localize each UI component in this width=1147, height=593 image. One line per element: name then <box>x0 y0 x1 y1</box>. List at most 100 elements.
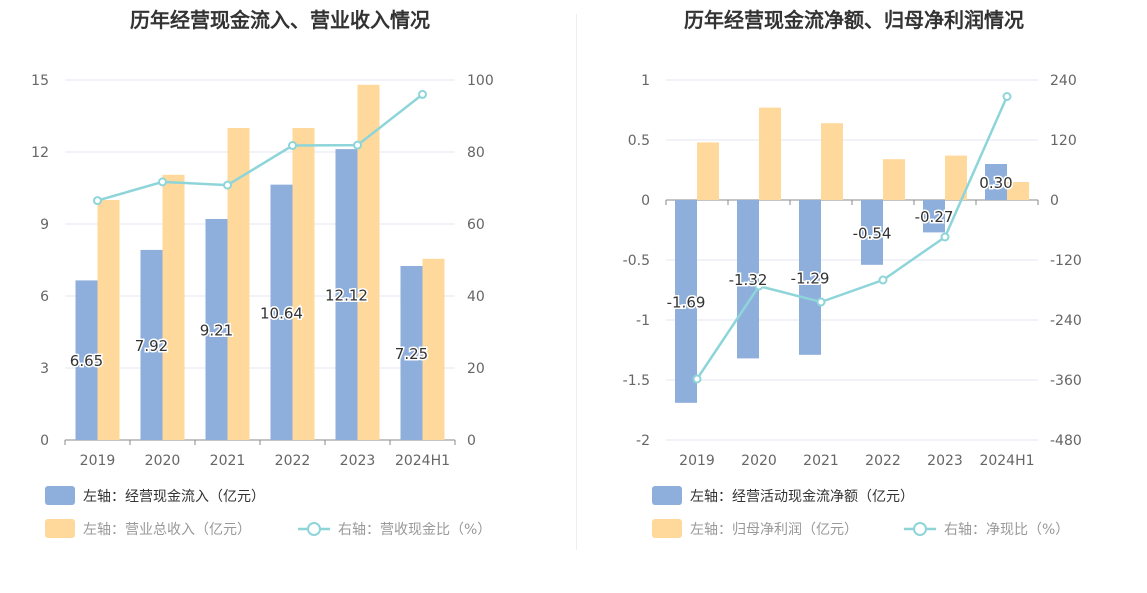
bar-cash-flow <box>923 200 945 233</box>
y-left-tick-label: 15 <box>31 73 49 89</box>
y-right-tick-label: 0 <box>1050 193 1059 209</box>
left-chart-svg: 15 100 12 80 9 60 6 40 3 20 0 0 2019 2020 2021 2022 2023… <box>31 73 494 538</box>
bar-revenue-profit <box>357 84 380 441</box>
y-left-tick-label: 0 <box>40 433 49 449</box>
legend-label-line: 右轴：净现比（%） <box>944 522 1069 538</box>
bar-revenue-profit <box>1007 182 1029 200</box>
ratio-point <box>692 374 702 384</box>
bar-cash-flow <box>675 200 697 403</box>
ratio-point <box>940 232 950 242</box>
legend-swatch-blue <box>45 486 75 505</box>
y-right-tick-label: -360 <box>1050 373 1082 389</box>
ratio-point <box>754 281 764 291</box>
legend-label-line: 右轴：营收现金比（%） <box>338 522 491 538</box>
bar-revenue-profit <box>97 200 120 440</box>
y-right-tick-label: 80 <box>467 145 485 161</box>
data-label: 0.30 <box>979 174 1012 192</box>
y-right-tick-label: 0 <box>467 433 476 449</box>
y-right-tick-label: 100 <box>467 73 494 89</box>
x-tick-label: 2022 <box>865 453 901 469</box>
right-chart-svg: 1 240 0.5 120 0 0 -0.5 -120 -1 -240 -1.5 -360 -2 -480… <box>623 73 1082 538</box>
bar-cash-flow <box>270 184 293 440</box>
legend-swatch-line-marker <box>307 522 321 536</box>
ratio-point <box>223 180 232 190</box>
bar-revenue-profit <box>883 159 905 200</box>
ratio-point <box>288 141 297 151</box>
x-tick-label: 2020 <box>741 453 777 469</box>
x-tick-label: 2020 <box>145 453 181 469</box>
y-right-tick-label: -480 <box>1050 433 1082 449</box>
ratio-point <box>353 140 362 150</box>
x-tick-label: 2024H1 <box>979 453 1034 469</box>
y-left-tick-label: -1 <box>636 313 650 329</box>
bar-cash-flow <box>799 200 821 355</box>
ratio-point <box>1002 92 1012 101</box>
x-tick-label: 2021 <box>210 453 246 469</box>
left-chart-panel: 历年经营现金流入、营业收入情况 15 100 12 80 9 60 6 40 3 20 0 0 2019… <box>0 0 573 589</box>
x-tick-label: 2023 <box>340 453 376 469</box>
ratio-point <box>816 297 826 307</box>
data-label: 10.64 <box>260 304 303 322</box>
data-label: -0.54 <box>853 224 892 242</box>
bar-cash-flow <box>140 249 163 440</box>
legend-swatch-blue <box>652 486 682 505</box>
y-left-tick-label: -2 <box>636 433 650 449</box>
y-right-tick-label: 60 <box>467 217 485 233</box>
data-label: -1.29 <box>791 269 830 287</box>
x-tick-label: 2019 <box>679 453 715 469</box>
x-tick-label: 2023 <box>927 453 963 469</box>
legend-swatch-line-marker <box>913 522 927 536</box>
bar-revenue-profit <box>697 142 719 200</box>
data-label: 7.92 <box>135 337 168 355</box>
y-left-tick-label: 9 <box>40 217 49 233</box>
legend-swatch-orange <box>45 519 75 538</box>
legend-label-orange: 左轴：营业总收入（亿元） <box>83 522 251 538</box>
bar-revenue-profit <box>759 107 781 200</box>
right-chart-panel: 历年经营现金流净额、归母净利润情况 1 240 0.5 120 0 0 -0.5 -120 -1… <box>574 0 1147 589</box>
left-chart-title: 历年经营现金流入、营业收入情况 <box>130 8 430 32</box>
y-right-tick-label: 120 <box>1050 133 1077 149</box>
ratio-line <box>695 95 1009 380</box>
y-right-tick-label: -240 <box>1050 313 1082 329</box>
ratio-point <box>158 177 167 187</box>
bar-cash-flow <box>861 200 883 265</box>
ratio-point <box>93 196 102 206</box>
data-label: 6.65 <box>70 352 103 370</box>
ratio-point <box>878 275 888 285</box>
legend-label-blue: 左轴：经营活动现金流净额（亿元） <box>690 489 914 505</box>
bar-cash-flow <box>335 149 358 440</box>
x-tick-label: 2022 <box>275 453 311 469</box>
ratio-point <box>418 89 427 99</box>
data-label: 7.25 <box>395 345 428 363</box>
x-tick-label: 2021 <box>803 453 839 469</box>
y-right-tick-label: 240 <box>1050 73 1077 89</box>
bar-cash-flow <box>400 266 423 440</box>
bar-cash-flow <box>75 280 98 440</box>
y-left-tick-label: -0.5 <box>623 253 650 269</box>
data-label: -1.69 <box>667 293 706 311</box>
bar-revenue-profit <box>292 128 315 440</box>
y-left-tick-label: 3 <box>40 361 49 377</box>
legend-label-blue: 左轴：经营现金流入（亿元） <box>83 489 265 505</box>
y-left-tick-label: 6 <box>40 289 49 305</box>
bar-revenue-profit <box>227 128 250 440</box>
bar-cash-flow <box>205 218 228 440</box>
y-left-tick-label: 0.5 <box>628 133 650 149</box>
x-tick-label: 2019 <box>80 453 116 469</box>
bar-cash-flow <box>985 164 1007 200</box>
y-right-tick-label: -120 <box>1050 253 1082 269</box>
ratio-line <box>97 93 424 202</box>
y-right-tick-label: 40 <box>467 289 485 305</box>
data-label: 9.21 <box>200 321 233 339</box>
right-chart-title: 历年经营现金流净额、归母净利润情况 <box>684 8 1024 32</box>
bar-revenue-profit <box>162 174 185 441</box>
x-tick-label: 2024H1 <box>395 453 450 469</box>
bar-revenue-profit <box>945 155 967 200</box>
y-left-tick-label: 1 <box>641 73 650 89</box>
y-right-tick-label: 20 <box>467 361 485 377</box>
legend-label-orange: 左轴：归母净利润（亿元） <box>690 521 858 538</box>
bar-cash-flow <box>737 200 759 359</box>
bar-revenue-profit <box>422 258 445 440</box>
y-left-tick-label: 0 <box>641 193 650 209</box>
panel-divider <box>576 14 577 550</box>
